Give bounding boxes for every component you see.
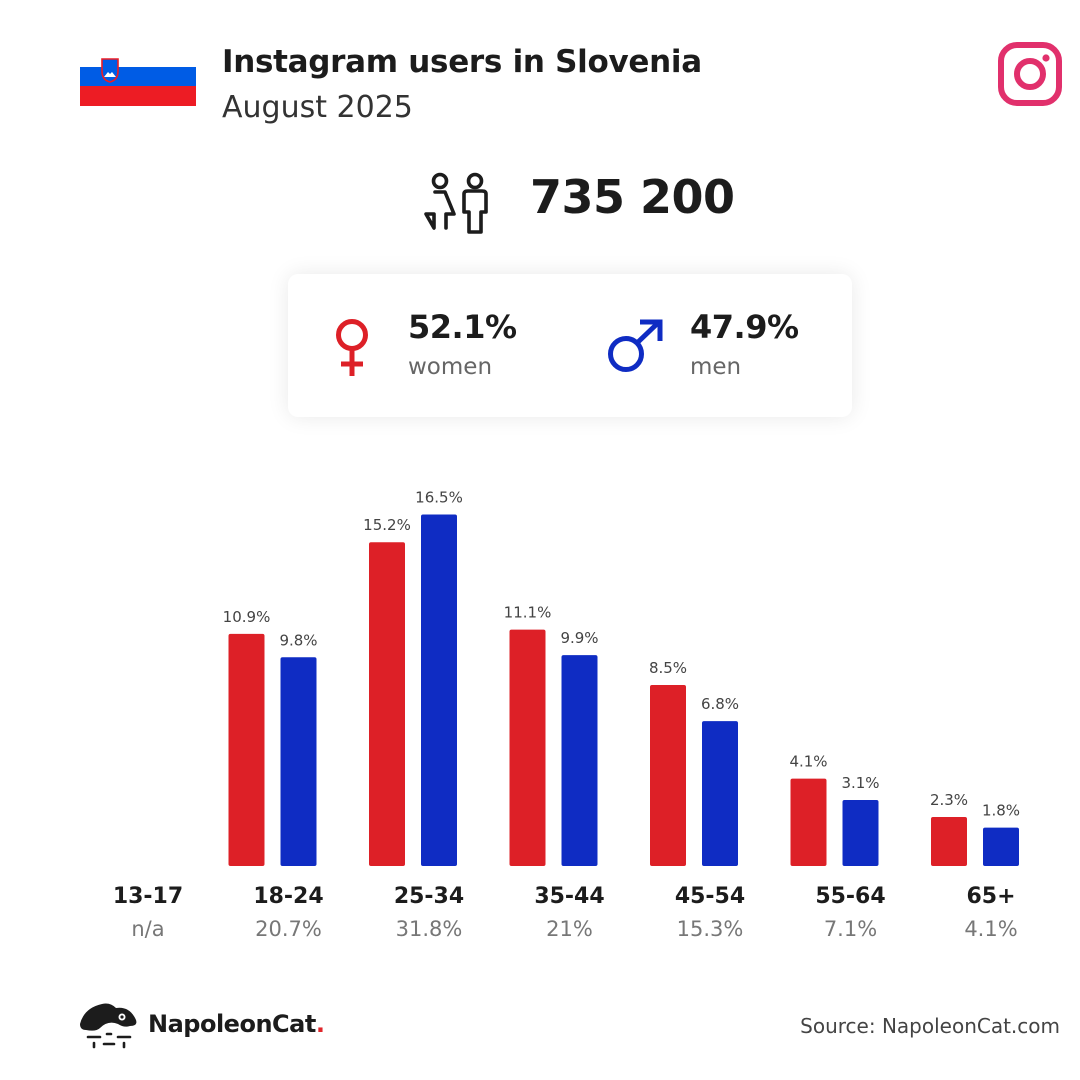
users-icon (424, 172, 488, 234)
bar-women-35-44 (509, 629, 546, 866)
bar-value-label: 15.2% (363, 516, 411, 534)
source-credit: Source: NapoleonCat.com (800, 1014, 1060, 1038)
age-group-total: 7.1% (823, 917, 878, 941)
female-symbol-icon (336, 319, 368, 376)
men-percentage: 47.9% (690, 308, 799, 346)
bar-men-25-34 (421, 514, 457, 866)
bar-value-label: 11.1% (504, 604, 552, 622)
age-group-total: 31.8% (395, 917, 463, 941)
age-group-total: 21% (546, 917, 593, 941)
instagram-icon (998, 42, 1062, 106)
bar-men-45-54 (702, 721, 738, 866)
bar-value-label: 16.5% (415, 489, 463, 507)
page-subtitle: August 2025 (222, 90, 413, 125)
bar-value-label: 9.9% (560, 629, 598, 647)
age-group-total: 15.3% (676, 917, 744, 941)
napoleoncat-brand: NapoleonCat. (148, 1010, 325, 1038)
total-users-value: 735 200 (530, 170, 735, 224)
x-tick-label: 35-44 (534, 884, 605, 909)
age-group-total: n/a (131, 917, 165, 941)
bar-value-label: 4.1% (789, 753, 827, 771)
bar-value-label: 1.8% (982, 802, 1020, 820)
bar-value-label: 6.8% (701, 695, 739, 713)
page-title: Instagram users in Slovenia (222, 44, 702, 80)
women-percentage: 52.1% (408, 308, 517, 346)
slovenia-flag-icon (80, 47, 196, 106)
brand-dot: . (315, 1010, 325, 1038)
age-group-total: 4.1% (964, 917, 1018, 941)
bar-women-55-64 (790, 778, 827, 866)
bar-men-18-24 (280, 657, 317, 866)
bar-men-35-44 (561, 655, 598, 866)
bar-women-45-54 (650, 684, 686, 866)
bar-value-label: 10.9% (223, 608, 271, 626)
bar-value-label: 2.3% (930, 791, 968, 809)
bar-women-18-24 (228, 633, 265, 866)
male-symbol-icon (608, 319, 663, 372)
bar-men-55-64 (842, 799, 879, 866)
x-tick-label: 13-17 (112, 884, 184, 909)
men-label: men (690, 354, 742, 380)
women-label: women (408, 354, 493, 380)
gender-split-card: 52.1% women 47.9% men (288, 274, 852, 417)
bar-men-65+ (983, 827, 1019, 866)
napoleoncat-logo-icon (80, 1003, 137, 1049)
x-tick-label: 45-54 (674, 884, 746, 909)
bar-value-label: 8.5% (649, 659, 687, 677)
bar-value-label: 9.8% (279, 631, 317, 649)
bar-value-label: 3.1% (841, 774, 879, 792)
x-tick-label: 65+ (966, 884, 1016, 909)
age-group-total: 20.7% (255, 917, 322, 941)
bar-women-25-34 (369, 542, 405, 866)
brand-name: NapoleonCat (148, 1010, 316, 1038)
bar-women-65+ (931, 817, 967, 866)
x-tick-label: 55-64 (815, 884, 886, 909)
x-tick-label: 18-24 (253, 884, 324, 909)
x-tick-label: 25-34 (393, 884, 465, 909)
